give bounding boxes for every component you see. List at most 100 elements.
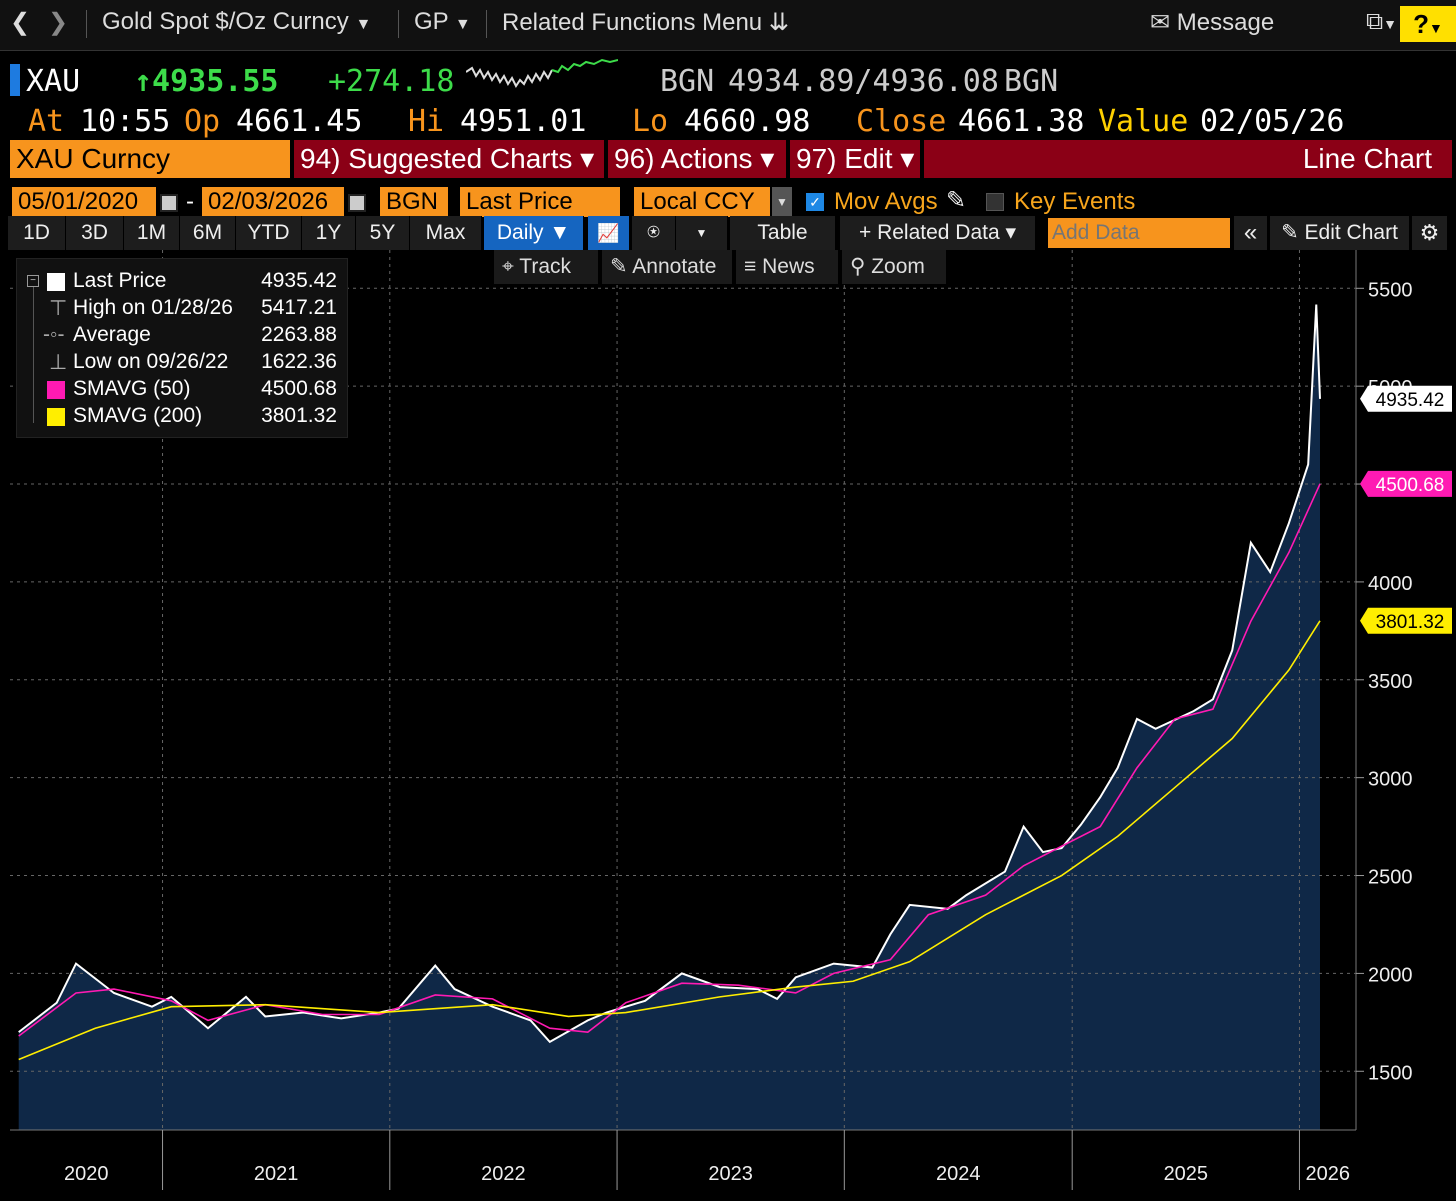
period-ytd-button[interactable]: YTD: [236, 216, 302, 250]
period-1m-button[interactable]: 1M: [124, 216, 180, 250]
track-button[interactable]: ⌖ Track: [494, 250, 598, 284]
bar-chart-icon[interactable]: ⍟: [632, 216, 676, 250]
y-tick-label: 2500: [1368, 867, 1413, 889]
message-button[interactable]: ✉ Message: [1150, 8, 1274, 37]
period-1d-button[interactable]: 1D: [8, 216, 66, 250]
gear-icon[interactable]: ⚙: [1412, 216, 1448, 250]
line-chart-icon[interactable]: 📈: [588, 216, 630, 250]
period-5y-button[interactable]: 5Y: [356, 216, 410, 250]
chevron-left-icon[interactable]: ❮: [10, 8, 30, 37]
legend-row-sma50[interactable]: SMAVG (50) 4500.68: [17, 377, 347, 403]
message-label: Message: [1177, 9, 1274, 36]
period-6m-button[interactable]: 6M: [180, 216, 236, 250]
suggested-charts-button[interactable]: 94) Suggested Charts ▾: [294, 140, 604, 178]
y-tick-label: 5500: [1368, 279, 1413, 301]
edit-chart-button[interactable]: ✎ Edit Chart: [1270, 216, 1410, 250]
high-label: Hi: [408, 104, 444, 139]
top-navigation-bar: ❮ ❯ Gold Spot $/Oz Curncy ▼ GP ▼ Related…: [0, 0, 1456, 51]
x-tick-label: 2026: [1305, 1163, 1350, 1185]
sma50-tag: 4500.68: [1376, 475, 1445, 496]
related-data-button[interactable]: + Related Data ▾: [840, 216, 1036, 250]
chevron-right-icon[interactable]: ❯: [48, 8, 68, 37]
y-tick-label: 3000: [1368, 769, 1413, 791]
y-tick-label: 3500: [1368, 671, 1413, 693]
related-functions-label: Related Functions Menu: [502, 9, 762, 36]
frequency-dropdown[interactable]: Daily ▼: [484, 216, 584, 250]
open-label: Op: [184, 104, 220, 139]
edit-button[interactable]: 97) Edit ▾: [790, 140, 920, 178]
gp-dropdown[interactable]: GP ▼: [414, 8, 471, 36]
zoom-label: Zoom: [871, 255, 925, 278]
period-max-button[interactable]: Max: [410, 216, 482, 250]
actions-button[interactable]: 96) Actions ▾: [608, 140, 786, 178]
zoom-button[interactable]: ⚲ Zoom: [842, 250, 946, 284]
list-icon: ≡: [744, 255, 756, 278]
calendar-icon[interactable]: [348, 194, 366, 212]
legend-label: Last Price: [73, 269, 166, 293]
chevron-down-icon: ▼: [455, 16, 471, 33]
key-events-label: Key Events: [1014, 188, 1135, 216]
edit-chart-label: Edit Chart: [1305, 221, 1398, 244]
high-value: 4951.01: [460, 104, 586, 139]
key-events-checkbox[interactable]: [986, 193, 1004, 211]
pencil-icon[interactable]: ✎: [946, 186, 966, 215]
legend-label: SMAVG (50): [73, 377, 190, 401]
help-button[interactable]: ?▼: [1400, 6, 1456, 42]
quote-time: 10:55: [80, 104, 170, 139]
ticker-marker: [10, 64, 20, 96]
news-button[interactable]: ≡ News: [736, 250, 838, 284]
ticker: XAU: [26, 64, 80, 99]
y-tick-label: 2000: [1368, 964, 1413, 986]
x-tick-label: 2023: [708, 1163, 753, 1185]
chart-type-label: Line Chart: [924, 140, 1452, 178]
legend-row-low[interactable]: ⊥ Low on 09/26/22 1622.36: [17, 350, 347, 376]
calendar-icon[interactable]: [160, 194, 178, 212]
x-tick-label: 2022: [481, 1163, 526, 1185]
bid-source: BGN: [660, 64, 714, 99]
table-button[interactable]: Table: [730, 216, 836, 250]
gp-label: GP: [414, 8, 448, 35]
security-name-dropdown[interactable]: Gold Spot $/Oz Curncy ▼: [102, 8, 371, 36]
news-label: News: [762, 255, 815, 278]
legend-label: SMAVG (200): [73, 404, 202, 428]
at-label: At: [28, 104, 64, 139]
add-data-input[interactable]: [1048, 218, 1230, 248]
legend-value: 4935.42: [261, 269, 337, 293]
collapse-button[interactable]: «: [1234, 216, 1268, 250]
intraday-sparkline: [466, 58, 618, 94]
divider: [398, 10, 399, 38]
security-field[interactable]: XAU Curncy: [10, 140, 290, 178]
net-change: +274.18: [328, 64, 454, 99]
legend-label: High on 01/28/26: [73, 296, 233, 320]
value-date: 02/05/26: [1200, 104, 1345, 139]
annotate-button[interactable]: ✎ Annotate: [602, 250, 732, 284]
export-icon[interactable]: ⧉▼: [1366, 8, 1397, 36]
legend-row-last-price[interactable]: Last Price 4935.42: [17, 269, 347, 295]
magenta-swatch-icon: [47, 381, 65, 399]
help-label: ?: [1413, 9, 1429, 39]
low-marker-icon: ⊥: [49, 350, 67, 375]
track-label: Track: [519, 255, 571, 278]
annotate-label: Annotate: [632, 255, 716, 278]
related-functions-menu[interactable]: Related Functions Menu ⇊: [502, 8, 789, 37]
start-date-field[interactable]: 05/01/2020: [12, 187, 156, 217]
source-field[interactable]: BGN: [380, 187, 448, 217]
chart-style-dropdown-icon[interactable]: ▼: [676, 216, 728, 250]
close-value: 4661.38: [958, 104, 1084, 139]
period-3d-button[interactable]: 3D: [66, 216, 124, 250]
legend-row-sma200[interactable]: SMAVG (200) 3801.32: [17, 404, 347, 430]
period-1y-button[interactable]: 1Y: [302, 216, 356, 250]
currency-dropdown-icon[interactable]: ▼: [772, 187, 792, 217]
legend-row-average[interactable]: -◦- Average 2263.88: [17, 323, 347, 349]
low-value: 4660.98: [684, 104, 810, 139]
end-date-field[interactable]: 02/03/2026: [202, 187, 344, 217]
currency-selector[interactable]: Local CCY: [634, 187, 770, 217]
ask-source: BGN: [1004, 64, 1058, 99]
field-selector[interactable]: Last Price: [460, 187, 620, 217]
last-price: ↑4935.55: [134, 64, 279, 99]
mov-avgs-checkbox[interactable]: ✓: [806, 193, 824, 211]
value-label: Value: [1098, 104, 1188, 139]
legend-row-high[interactable]: ⊤ High on 01/28/26 5417.21: [17, 296, 347, 322]
x-tick-label: 2024: [936, 1163, 981, 1185]
search-icon: ⚲: [850, 255, 865, 278]
